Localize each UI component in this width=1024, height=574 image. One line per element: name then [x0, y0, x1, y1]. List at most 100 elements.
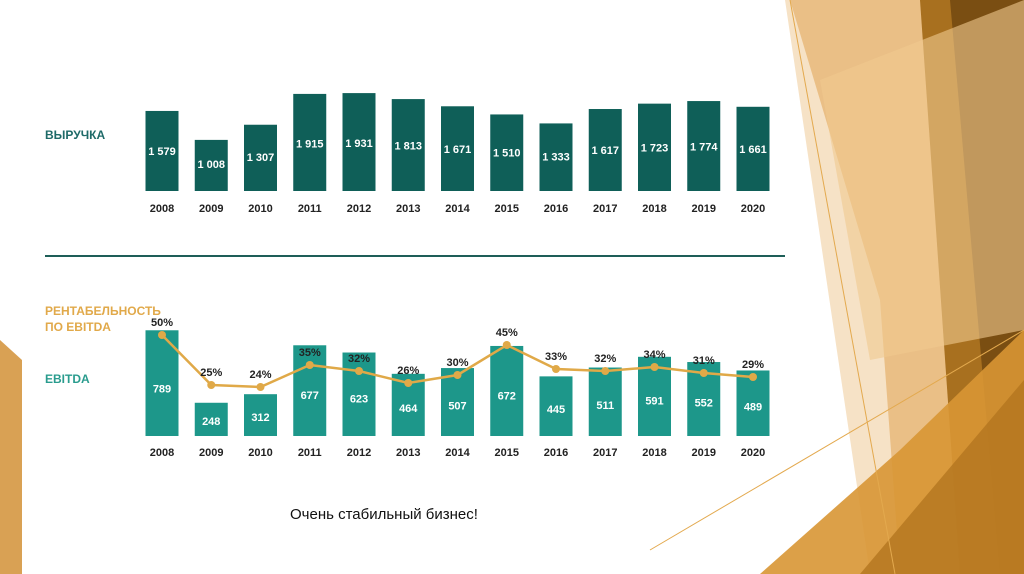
- margin-value-label: 33%: [545, 351, 567, 363]
- ebitda-year-label: 2012: [347, 447, 371, 459]
- margin-value-label: 26%: [397, 365, 419, 377]
- revenue-year-label: 2008: [150, 203, 174, 215]
- margin-value-label: 45%: [496, 327, 518, 339]
- ebitda-value-label: 552: [695, 398, 713, 410]
- revenue-year-label: 2012: [347, 203, 371, 215]
- margin-label-line2: ПО EBITDA: [45, 320, 111, 334]
- ebitda-year-label: 2011: [298, 447, 322, 459]
- margin-point: [305, 361, 314, 369]
- revenue-value-label: 1 307: [247, 152, 275, 164]
- margin-value-label: 35%: [299, 347, 321, 359]
- margin-value-label: 32%: [348, 353, 370, 365]
- ebitda-value-label: 591: [645, 395, 663, 407]
- ebitda-bar: [588, 367, 622, 436]
- ebitda-value-label: 677: [301, 390, 319, 402]
- revenue-value-label: 1 813: [394, 141, 422, 153]
- margin-value-label: 25%: [200, 367, 222, 379]
- ebitda-year-label: 2009: [199, 447, 223, 459]
- revenue-year-label: 2010: [248, 203, 272, 215]
- ebitda-value-label: 248: [202, 416, 220, 428]
- margin-point: [256, 383, 265, 391]
- ebitda-year-label: 2016: [544, 447, 568, 459]
- margin-point: [552, 365, 560, 373]
- revenue-value-label: 1 774: [690, 142, 718, 154]
- ebitda-bar: [194, 402, 228, 436]
- revenue-bar: [441, 106, 474, 191]
- revenue-year-label: 2018: [642, 203, 666, 215]
- margin-point: [158, 331, 166, 339]
- ebitda-value-label: 789: [153, 383, 171, 395]
- revenue-year-label: 2020: [741, 203, 765, 215]
- margin-point: [355, 367, 363, 375]
- margin-point: [453, 371, 462, 379]
- revenue-bar: [736, 106, 770, 191]
- revenue-bar: [293, 93, 327, 191]
- ebitda-year-label: 2013: [396, 447, 420, 459]
- ebitda-value-label: 445: [547, 404, 565, 416]
- revenue-bar: [194, 139, 228, 191]
- revenue-value-label: 1 915: [296, 138, 324, 150]
- revenue-bar: [638, 103, 671, 191]
- revenue-bar: [539, 123, 573, 191]
- revenue-year-label: 2009: [199, 203, 223, 215]
- ebitda-bar: [441, 368, 474, 436]
- revenue-value-label: 1 510: [493, 148, 521, 160]
- revenue-value-label: 1 671: [444, 144, 472, 156]
- revenue-bar: [391, 99, 425, 191]
- revenue-year-label: 2014: [445, 203, 470, 215]
- ebitda-year-label: 2010: [248, 447, 272, 459]
- revenue-value-label: 1 661: [739, 144, 767, 156]
- margin-value-label: 34%: [643, 349, 665, 361]
- ebitda-year-label: 2018: [642, 447, 666, 459]
- revenue-bar: [342, 93, 376, 191]
- revenue-year-label: 2013: [396, 203, 420, 215]
- ebitda-year-label: 2019: [692, 447, 716, 459]
- margin-value-label: 50%: [151, 317, 173, 329]
- ebitda-value-label: 511: [596, 400, 614, 412]
- revenue-year-label: 2015: [495, 203, 519, 215]
- revenue-value-label: 1 579: [148, 146, 176, 158]
- ebitda-value-label: 489: [744, 402, 762, 414]
- revenue-bar: [145, 110, 179, 191]
- revenue-value-label: 1 931: [345, 138, 373, 150]
- revenue-year-label: 2017: [593, 203, 617, 215]
- margin-point: [207, 381, 216, 389]
- margin-point: [502, 341, 511, 349]
- ebitda-year-label: 2008: [150, 447, 174, 459]
- revenue-year-label: 2011: [298, 203, 322, 215]
- ebitda-value-label: 312: [251, 412, 269, 424]
- ebitda-label: EBITDA: [45, 372, 90, 386]
- ebitda-value-label: 623: [350, 393, 368, 405]
- ebitda-bar: [736, 370, 770, 436]
- caption: Очень стабильный бизнес!: [290, 506, 478, 523]
- margin-point: [749, 373, 757, 381]
- ebitda-year-label: 2020: [741, 447, 765, 459]
- revenue-bar: [687, 101, 721, 191]
- ebitda-year-label: 2015: [495, 447, 519, 459]
- ebitda-bar: [490, 345, 524, 436]
- ebitda-value-label: 507: [448, 400, 466, 412]
- revenue-bar: [490, 114, 524, 191]
- margin-label-line1: РЕНТАБЕЛЬНОСТЬ: [45, 304, 161, 318]
- revenue-value-label: 1 723: [641, 143, 669, 155]
- revenue-value-label: 1 008: [197, 159, 225, 171]
- ebitda-year-label: 2017: [593, 447, 617, 459]
- revenue-value-label: 1 333: [542, 152, 570, 164]
- ebitda-bar: [342, 352, 376, 436]
- ebitda-value-label: 672: [498, 390, 516, 402]
- ebitda-year-label: 2014: [445, 447, 470, 459]
- revenue-bar: [588, 109, 622, 191]
- margin-value-label: 24%: [249, 369, 271, 381]
- margin-value-label: 31%: [693, 355, 715, 367]
- revenue-year-label: 2019: [692, 203, 716, 215]
- margin-point: [699, 369, 708, 377]
- margin-value-label: 29%: [742, 359, 764, 371]
- revenue-label: ВЫРУЧКА: [45, 128, 106, 142]
- margin-point: [404, 379, 413, 387]
- ebitda-bar: [244, 394, 277, 436]
- margin-value-label: 30%: [446, 357, 468, 369]
- ebitda-bar: [539, 376, 573, 436]
- ebitda-bar: [293, 345, 327, 436]
- margin-point: [650, 363, 659, 371]
